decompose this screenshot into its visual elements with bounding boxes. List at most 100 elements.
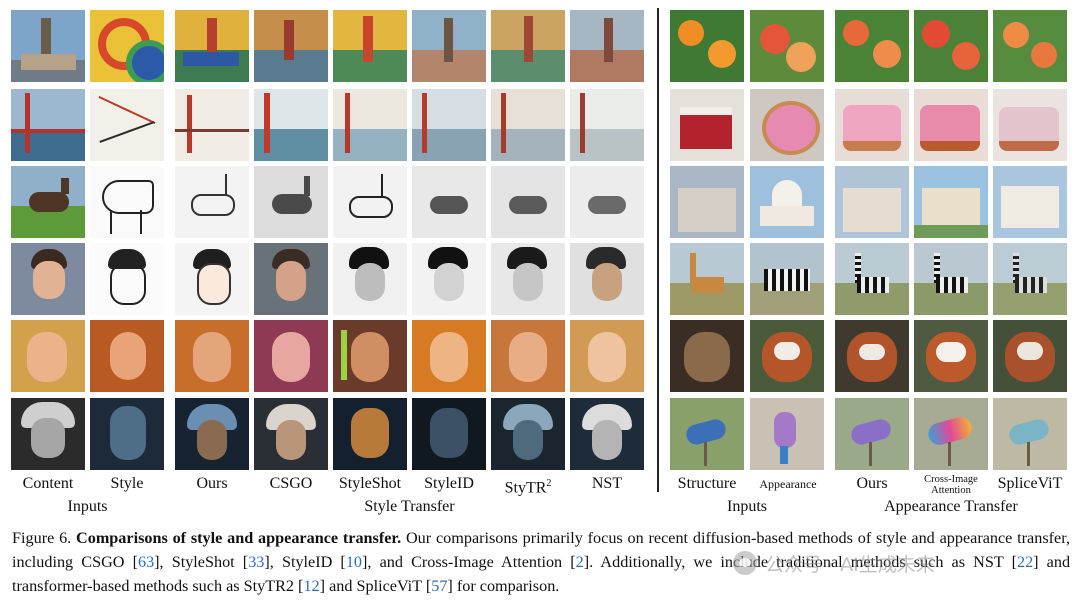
label-ours-right: Ours — [856, 475, 888, 492]
image-spliceviT-zebra-giraffe — [993, 243, 1067, 315]
label-spliceviT: SpliceViT — [997, 475, 1063, 492]
image-styleshot-blonde — [333, 320, 407, 392]
image-spliceviT-cathedral — [993, 166, 1067, 238]
image-csgo-blonde — [254, 320, 328, 392]
image-styleshot-bridge — [333, 89, 407, 161]
image-ours-portrait — [175, 243, 249, 315]
image-content-bridge — [11, 89, 85, 161]
label-ours-left: Ours — [196, 475, 228, 492]
image-nst-bridge — [570, 89, 644, 161]
image-csgo-portrait — [254, 243, 328, 315]
image-structure-cake — [670, 89, 744, 161]
caption-text-2: ], StyleShot [ — [154, 553, 249, 571]
image-nst-deer — [570, 166, 644, 238]
group-appearance-transfer: Appearance Transfer — [884, 498, 1018, 515]
image-stytr2-deer — [491, 166, 565, 238]
label-styleshot: StyleShot — [338, 475, 402, 492]
image-csgo-bridge — [254, 89, 328, 161]
image-nst-portrait — [570, 243, 644, 315]
image-ours-einstein — [175, 398, 249, 470]
label-attention: Attention — [931, 485, 971, 496]
image-style-abstract — [90, 10, 164, 82]
watermark-text: 公众号 · AI生成未来 — [765, 553, 935, 576]
image-cross-attention-cake — [914, 89, 988, 161]
image-nst-castle — [570, 10, 644, 82]
citation-link[interactable]: 33 — [248, 553, 265, 571]
image-style-dark-portrait — [90, 398, 164, 470]
image-cross-attention-panda-cat — [914, 320, 988, 392]
image-csgo-deer — [254, 166, 328, 238]
caption-figure-number: Figure 6. — [12, 529, 72, 547]
image-ours-panda-cat — [835, 320, 909, 392]
image-stytr2-blonde — [491, 320, 565, 392]
image-csgo-einstein — [254, 398, 328, 470]
image-style-line-portrait — [90, 243, 164, 315]
figure-caption: Figure 6. Comparisons of style and appea… — [12, 526, 1070, 598]
citation-link[interactable]: 12 — [303, 577, 320, 595]
image-spliceviT-fruit — [993, 10, 1067, 82]
image-structure-oranges — [670, 10, 744, 82]
image-appearance-zebra — [750, 243, 824, 315]
image-style-sketch — [90, 89, 164, 161]
caption-text-4: ], and Cross-Image Attention [ — [362, 553, 576, 571]
group-style-transfer: Style Transfer — [364, 498, 455, 515]
image-spliceviT-panda-cat — [993, 320, 1067, 392]
image-styleid-einstein — [412, 398, 486, 470]
image-style-line-drawing — [90, 166, 164, 238]
image-styleshot-castle — [333, 10, 407, 82]
label-styleid: StyleID — [424, 475, 474, 492]
label-csgo: CSGO — [269, 475, 313, 492]
image-spliceviT-bird — [993, 398, 1067, 470]
image-styleid-castle — [412, 10, 486, 82]
image-ours-fruit — [835, 10, 909, 82]
label-content: Content — [22, 475, 74, 492]
image-appearance-peaches — [750, 10, 824, 82]
caption-text-8: ] for comparison. — [447, 577, 560, 595]
image-styleshot-einstein — [333, 398, 407, 470]
image-styleshot-portrait — [333, 243, 407, 315]
image-cross-attention-bird — [914, 398, 988, 470]
caption-text-1: Our comparisons primarily focus on recen… — [12, 529, 1070, 571]
watermark: 公众号 · AI生成未来 — [733, 548, 935, 578]
citation-link[interactable]: 57 — [431, 577, 448, 595]
image-styleid-blonde — [412, 320, 486, 392]
image-stytr2-bridge — [491, 89, 565, 161]
citation-link[interactable]: 10 — [345, 553, 363, 571]
label-nst: NST — [591, 475, 623, 492]
image-structure-giraffe — [670, 243, 744, 315]
image-ours-deer — [175, 166, 249, 238]
label-structure: Structure — [677, 475, 737, 492]
image-content-blonde — [11, 320, 85, 392]
caption-text-5: ]. Additionally, we include traditional … — [583, 553, 1017, 571]
image-cross-attention-fruit — [914, 10, 988, 82]
image-content-einstein — [11, 398, 85, 470]
image-ours-cathedral — [835, 166, 909, 238]
caption-text-6: ] and transformer-based methods such as … — [12, 553, 1071, 595]
image-appearance-donut — [750, 89, 824, 161]
caption-text-3: ], StyleID [ — [264, 553, 346, 571]
image-ours-cake — [835, 89, 909, 161]
image-content-portrait — [11, 243, 85, 315]
label-style: Style — [110, 475, 144, 492]
image-ours-bird — [835, 398, 909, 470]
image-appearance-taj-mahal — [750, 166, 824, 238]
image-csgo-castle — [254, 10, 328, 82]
image-spliceviT-cake — [993, 89, 1067, 161]
image-cross-attention-cathedral — [914, 166, 988, 238]
image-cross-attention-zebra-giraffe — [914, 243, 988, 315]
group-inputs-left: Inputs — [67, 498, 108, 515]
label-stytr2: StyTR2 — [504, 478, 552, 497]
image-structure-cat — [670, 320, 744, 392]
image-ours-bridge — [175, 89, 249, 161]
image-content-deer — [11, 166, 85, 238]
citation-link[interactable]: 2 — [575, 553, 584, 571]
citation-link[interactable]: 22 — [1016, 553, 1034, 571]
label-appearance: Appearance — [759, 477, 817, 491]
image-nst-blonde — [570, 320, 644, 392]
image-nst-einstein — [570, 398, 644, 470]
group-inputs-right: Inputs — [727, 498, 767, 515]
image-ours-castle — [175, 10, 249, 82]
label-stytr2-superscript: 2 — [546, 478, 552, 489]
citation-link[interactable]: 63 — [137, 553, 155, 571]
